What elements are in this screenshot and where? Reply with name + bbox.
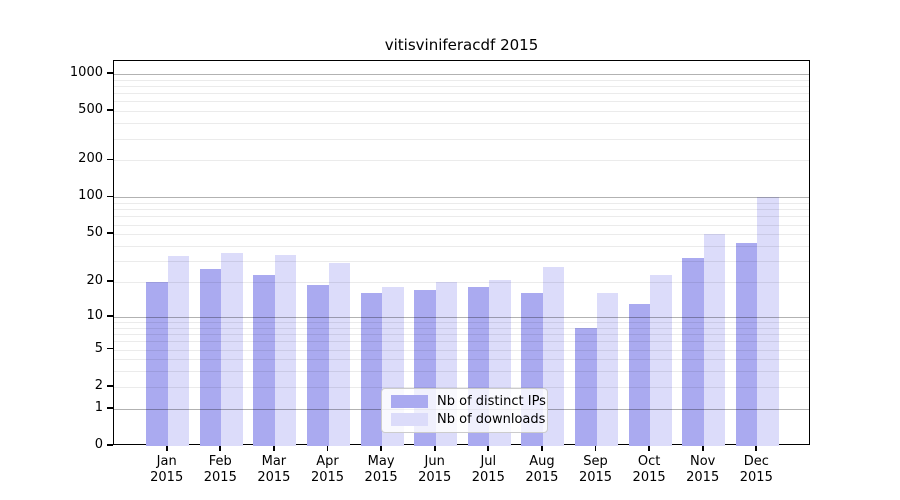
bar-distinct-ips-dec: [735, 243, 758, 446]
bar-distinct-ips-nov: [682, 257, 704, 446]
y-tick-mark-1: [107, 406, 113, 409]
x-tick-label-dec: Dec 2015: [739, 454, 773, 485]
bars-layer: [114, 61, 809, 446]
x-tick-label-may: May 2015: [364, 454, 398, 485]
x-tick-label-nov: Nov 2015: [686, 454, 720, 485]
legend-swatch-distinct-ips-icon: [391, 395, 428, 408]
legend-row-distinct-ips: Nb of distinct IPs: [391, 394, 546, 409]
y-tick-label-20: 20: [86, 273, 103, 289]
bar-distinct-ips-mar: [253, 274, 275, 446]
y-tick-mark-0: [107, 444, 113, 446]
legend: Nb of distinct IPs Nb of downloads: [381, 388, 548, 433]
x-tick-mark-jun: [433, 445, 436, 451]
x-tick-label-aug: Aug 2015: [525, 454, 559, 485]
x-tick-mark-jul: [487, 445, 490, 451]
x-tick-mark-aug: [541, 445, 543, 451]
x-tick-mark-may: [380, 445, 382, 451]
bar-downloads-jan: [167, 256, 190, 446]
bar-distinct-ips-feb: [199, 268, 222, 446]
bar-distinct-ips-apr: [307, 284, 329, 446]
bar-downloads-feb: [221, 253, 243, 446]
y-tick-label-0: 0: [94, 437, 103, 452]
x-tick-label-jun: Jun 2015: [418, 454, 452, 485]
x-tick-label-mar: Mar 2015: [257, 454, 291, 485]
chart-title: vitisviniferacdf 2015: [384, 36, 539, 54]
x-tick-label-apr: Apr 2015: [310, 454, 345, 485]
bar-downloads-sep: [596, 293, 618, 446]
y-tick-mark-5: [107, 347, 113, 350]
y-tick-label-1: 1: [94, 399, 103, 415]
x-tick-label-jan: Jan 2015: [150, 454, 184, 485]
bar-downloads-mar: [274, 254, 297, 446]
bar-downloads-oct: [650, 274, 672, 446]
x-tick-mark-mar: [273, 445, 275, 451]
y-tick-label-10: 10: [86, 307, 103, 323]
bar-distinct-ips-may: [360, 293, 383, 446]
bar-distinct-ips-jan: [146, 282, 168, 446]
y-tick-label-100: 100: [78, 188, 103, 204]
y-tick-mark-2: [107, 384, 113, 387]
y-tick-mark-1000: [107, 72, 113, 74]
legend-swatch-downloads-icon: [391, 413, 428, 426]
x-tick-mark-nov: [701, 445, 704, 451]
plot-area: Nb of distinct IPs Nb of downloads: [113, 60, 810, 446]
legend-label-downloads: Nb of downloads: [437, 412, 546, 427]
y-tick-mark-50: [107, 232, 113, 235]
x-tick-mark-sep: [594, 445, 597, 451]
y-tick-label-2: 2: [94, 377, 103, 393]
y-tick-mark-200: [107, 158, 113, 161]
bar-downloads-apr: [328, 262, 350, 446]
bar-downloads-aug: [542, 266, 565, 446]
x-tick-mark-dec: [755, 445, 758, 451]
y-tick-label-5: 5: [94, 340, 103, 356]
y-tick-label-500: 500: [78, 102, 103, 118]
y-tick-mark-500: [107, 109, 113, 112]
bar-distinct-ips-oct: [628, 303, 651, 446]
y-tick-label-50: 50: [86, 225, 103, 241]
x-tick-mark-apr: [326, 445, 329, 451]
legend-label-distinct-ips: Nb of distinct IPs: [437, 394, 546, 409]
y-tick-mark-100: [107, 195, 113, 198]
x-tick-label-sep: Sep 2015: [578, 454, 613, 485]
bar-downloads-nov: [703, 234, 726, 446]
x-tick-mark-oct: [648, 445, 650, 451]
x-tick-label-jul: Jul 2015: [471, 454, 505, 485]
x-tick-mark-jan: [165, 445, 168, 451]
y-tick-label-1000: 1000: [69, 64, 103, 80]
y-tick-mark-10: [107, 315, 113, 317]
x-tick-mark-feb: [219, 445, 222, 451]
bar-distinct-ips-sep: [575, 327, 597, 446]
y-tick-label-200: 200: [78, 151, 103, 167]
y-tick-mark-20: [107, 280, 113, 282]
x-tick-label-feb: Feb 2015: [203, 454, 237, 485]
legend-row-downloads: Nb of downloads: [391, 412, 545, 427]
x-tick-label-oct: Oct 2015: [632, 454, 666, 485]
bar-downloads-dec: [757, 197, 779, 446]
